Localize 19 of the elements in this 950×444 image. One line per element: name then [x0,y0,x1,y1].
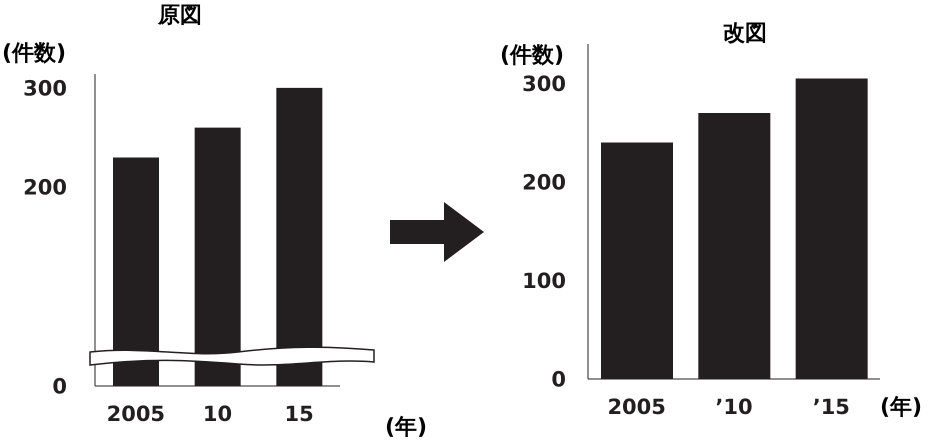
y-tick-label: 0 [52,374,67,398]
x-tick-label: 2005 [106,402,166,426]
x-tick-label: 15 [284,402,314,426]
chart-title: 原図 [158,2,202,30]
x-tick-label: ’10 [715,394,753,419]
y-tick-label: 300 [23,76,67,100]
y-tick-label: 0 [551,367,566,392]
chart-title: 改図 [723,20,767,48]
x-tick-label: 10 [202,402,232,426]
y-tick-label: 200 [23,176,67,200]
x-axis-title: (年) [880,394,922,422]
y-axis-title: (件数) [2,40,66,68]
x-tick-label: ’15 [812,394,850,419]
y-tick-label: 100 [522,268,566,293]
x-axis-title: (年) [385,414,428,442]
y-tick-label: 300 [522,72,566,96]
y-tick-label: 200 [522,170,566,194]
x-tick-label: 2005 [607,394,666,419]
y-axis-title: (件数) [500,42,564,70]
